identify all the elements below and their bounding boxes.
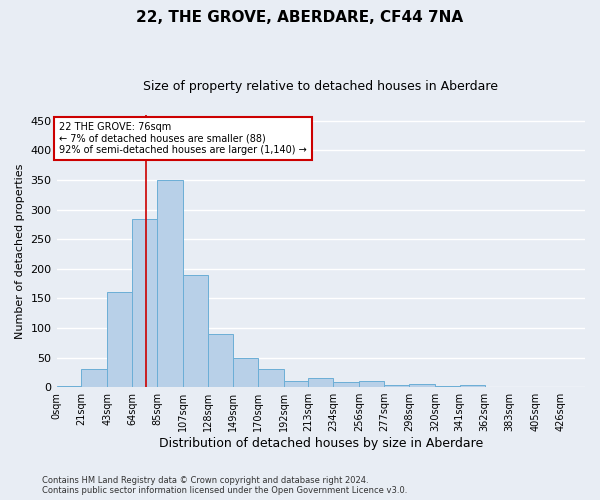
Text: Contains HM Land Registry data © Crown copyright and database right 2024.
Contai: Contains HM Land Registry data © Crown c… (42, 476, 407, 495)
Bar (460, 384, 485, 387)
Bar (257, 370, 284, 387)
Bar (435, 386, 460, 387)
Bar (132, 218, 157, 387)
Bar (284, 381, 308, 387)
Bar (333, 382, 359, 387)
Text: 22 THE GROVE: 76sqm
← 7% of detached houses are smaller (88)
92% of semi-detache: 22 THE GROVE: 76sqm ← 7% of detached hou… (59, 122, 307, 156)
Bar (384, 384, 409, 387)
Bar (208, 334, 233, 387)
X-axis label: Distribution of detached houses by size in Aberdare: Distribution of detached houses by size … (158, 437, 483, 450)
Bar (233, 358, 257, 387)
Bar (56, 386, 82, 387)
Text: 22, THE GROVE, ABERDARE, CF44 7NA: 22, THE GROVE, ABERDARE, CF44 7NA (136, 10, 464, 25)
Y-axis label: Number of detached properties: Number of detached properties (15, 164, 25, 338)
Bar (107, 292, 132, 387)
Bar (183, 274, 208, 387)
Bar (157, 180, 183, 387)
Bar (409, 384, 435, 387)
Title: Size of property relative to detached houses in Aberdare: Size of property relative to detached ho… (143, 80, 498, 93)
Bar (82, 370, 107, 387)
Bar (308, 378, 333, 387)
Bar (359, 381, 384, 387)
